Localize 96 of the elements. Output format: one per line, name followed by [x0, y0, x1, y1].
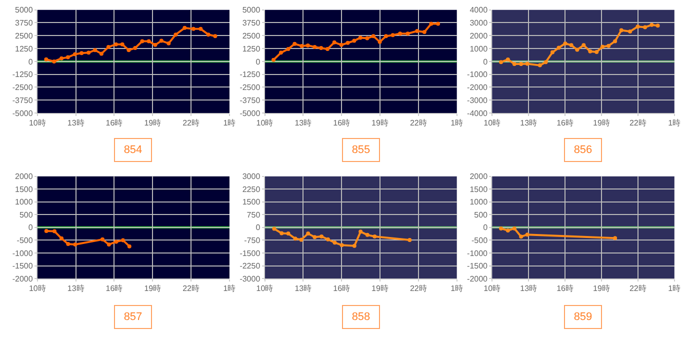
y-tick-label: -500 [16, 236, 34, 246]
y-tick-label: 0 [483, 223, 488, 232]
x-tick-label: 22時 [182, 118, 200, 128]
y-tick-label: 2000 [15, 172, 34, 182]
x-tick-label: 19時 [144, 118, 162, 128]
y-tick-label: 3750 [242, 18, 261, 28]
x-tick-label: 13時 [294, 118, 312, 128]
x-tick-label: 22時 [629, 118, 646, 128]
y-tick-label: 1500 [470, 184, 488, 194]
x-tick-label: 19時 [372, 284, 388, 294]
y-tick-label: -1250 [12, 70, 34, 80]
y-tick-label: -5000 [12, 108, 34, 118]
text: 857 [124, 311, 142, 323]
y-tick-label: -4000 [467, 108, 488, 118]
x-tick-label: 22時 [629, 284, 646, 294]
y-tick-label: -1000 [467, 70, 488, 80]
y-tick-label: 5000 [15, 6, 34, 15]
y-tick-label: -1500 [240, 248, 261, 258]
y-tick-label: 5000 [242, 6, 261, 15]
y-tick-label: 1250 [15, 44, 34, 54]
y-tick-label: -2000 [467, 274, 488, 284]
x-tick-label: 10時 [484, 284, 501, 294]
y-tick-label: 3000 [470, 18, 488, 28]
y-tick-label: 1500 [15, 184, 34, 194]
x-tick-label: 13時 [67, 118, 84, 128]
y-tick-label: 2000 [470, 172, 488, 182]
y-tick-label: -3750 [240, 96, 261, 105]
y-tick-label: -3750 [12, 96, 34, 105]
x-tick-label: 10時 [28, 118, 46, 128]
x-tick-label: 1時 [668, 284, 681, 294]
y-tick-label: -2250 [240, 262, 261, 271]
y-tick-label: -1500 [467, 262, 488, 271]
text: 856 [574, 144, 592, 156]
text: 858 [352, 311, 370, 323]
y-tick-label: 0 [28, 223, 34, 232]
y-tick-label: -2000 [467, 83, 488, 92]
x-tick-label: 16時 [333, 284, 350, 294]
text: 855 [352, 144, 370, 156]
x-tick-label: 22時 [182, 284, 200, 294]
x-tick-label: 22時 [410, 284, 427, 294]
y-tick-label: 1250 [242, 44, 261, 54]
x-tick-label: 1時 [450, 284, 464, 294]
x-tick-label: 10時 [484, 118, 501, 128]
y-tick-label: -3000 [467, 96, 488, 105]
x-tick-label: 16時 [556, 118, 574, 128]
y-tick-label: -3000 [240, 274, 261, 284]
x-tick-label: 16時 [333, 118, 350, 128]
x-tick-label: 13時 [294, 284, 312, 294]
y-tick-label: 1000 [470, 44, 488, 54]
y-tick-label: 2500 [242, 31, 261, 40]
y-tick-label: 1000 [470, 198, 488, 207]
x-tick-label: 10時 [256, 118, 274, 128]
text: 859 [574, 311, 592, 323]
y-tick-label: -5000 [240, 108, 261, 118]
y-tick-label: 3750 [15, 18, 34, 28]
x-tick-label: 1時 [223, 284, 236, 294]
y-tick-label: 2500 [15, 31, 34, 40]
x-tick-label: 1時 [450, 118, 464, 128]
x-tick-label: 19時 [372, 118, 388, 128]
y-tick-label: -1000 [12, 248, 34, 258]
x-tick-label: 1時 [668, 118, 681, 128]
x-tick-label: 19時 [593, 118, 610, 128]
y-tick-label: 2250 [242, 184, 261, 194]
y-tick-label: -2500 [12, 83, 34, 92]
y-tick-label: 750 [246, 210, 261, 220]
y-tick-label: 500 [19, 210, 34, 220]
y-tick-label: 3000 [242, 172, 261, 182]
y-tick-label: -1000 [467, 248, 488, 258]
x-tick-label: 16時 [106, 284, 123, 294]
y-tick-label: -500 [472, 236, 488, 246]
y-tick-label: 0 [28, 57, 34, 66]
x-tick-label: 10時 [28, 284, 46, 294]
text: 854 [124, 144, 142, 156]
x-tick-label: 10時 [256, 284, 274, 294]
x-tick-label: 13時 [67, 284, 84, 294]
y-tick-label: 1000 [15, 198, 34, 207]
y-tick-label: 4000 [470, 6, 488, 15]
y-tick-label: 1500 [242, 198, 261, 207]
x-tick-label: 13時 [520, 118, 538, 128]
x-tick-label: 16時 [106, 118, 123, 128]
x-tick-label: 13時 [520, 284, 538, 294]
x-tick-label: 19時 [593, 284, 610, 294]
y-tick-label: -2000 [12, 274, 34, 284]
y-tick-label: -2500 [240, 83, 261, 92]
y-tick-label: -750 [244, 236, 261, 246]
y-tick-label: 0 [483, 57, 488, 66]
x-tick-label: 1時 [223, 118, 236, 128]
x-tick-label: 22時 [410, 118, 427, 128]
y-tick-label: 0 [256, 223, 261, 232]
y-tick-label: -1500 [12, 262, 34, 271]
y-tick-label: 0 [256, 57, 261, 66]
y-tick-label: 2000 [470, 31, 488, 40]
x-tick-label: 19時 [144, 284, 162, 294]
x-tick-label: 16時 [556, 284, 574, 294]
y-tick-label: -1250 [240, 70, 261, 80]
y-tick-label: 500 [474, 210, 488, 220]
